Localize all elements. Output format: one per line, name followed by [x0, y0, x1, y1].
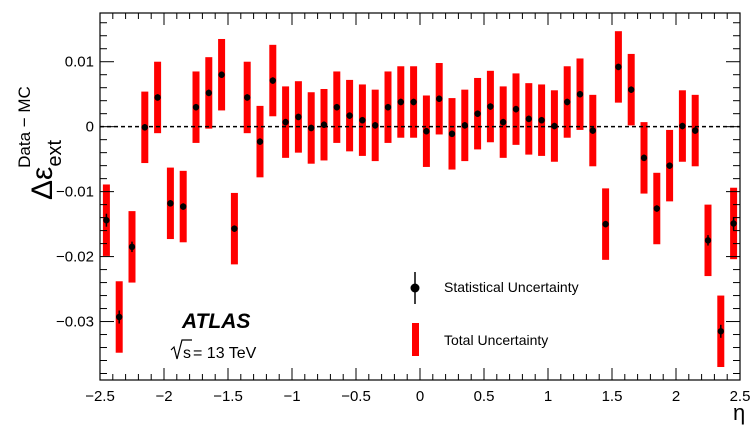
data-point [730, 220, 737, 227]
data-point [231, 225, 238, 232]
energy-label: s = 13 TeV [170, 339, 257, 362]
data-point [244, 94, 251, 101]
data-point [436, 95, 443, 102]
data-point [256, 138, 264, 145]
data-point [666, 162, 673, 169]
data-point [512, 105, 520, 113]
data-point [141, 124, 148, 131]
data-point [282, 118, 289, 126]
data-point [640, 154, 648, 162]
data-point [423, 128, 430, 135]
data-point [320, 121, 328, 128]
data-point [205, 89, 212, 97]
data-point [295, 113, 302, 121]
data-point [410, 98, 417, 106]
data-point [551, 122, 558, 130]
data-point [576, 90, 584, 98]
data-point [116, 313, 123, 321]
data-point [461, 122, 468, 129]
data-point [103, 217, 110, 224]
sqrt-symbol [170, 339, 192, 360]
data-point [474, 110, 481, 117]
x-tick-label: 0 [416, 388, 424, 405]
data-point [628, 86, 635, 93]
data-point [602, 220, 609, 228]
data-point [333, 103, 340, 111]
y-tick-label: −0.02 [56, 249, 94, 266]
data-point [564, 98, 571, 106]
axes [99, 12, 741, 381]
data-point [128, 243, 136, 251]
y-tick-label: 0.01 [65, 54, 94, 71]
data-point [448, 130, 456, 138]
energy-label-value: = 13 TeV [193, 345, 257, 362]
x-tick-label: −2.5 [85, 388, 115, 405]
energy-label-s: s [183, 345, 191, 362]
legend-label-statistical: Statistical Uncertainty [444, 279, 579, 295]
x-tick-label: 1 [544, 388, 552, 405]
y-axis-label: Δεext Data − MC [15, 86, 66, 200]
y-tick-label: 0 [86, 119, 94, 136]
data-point [589, 127, 596, 134]
data-point [525, 115, 532, 123]
data-point [359, 116, 366, 124]
svg-text:ΔεextData − MC: Δεext Data − MC [15, 86, 66, 200]
data-point [269, 77, 276, 84]
x-tick-label: −1.5 [213, 388, 243, 405]
data-point [192, 103, 200, 111]
atlas-label: ATLAS [181, 310, 250, 333]
data-point [615, 63, 622, 71]
x-tick-label: 2.5 [730, 388, 751, 405]
legend-marker-statistical [410, 272, 420, 304]
data-point [679, 122, 686, 130]
data-point [397, 98, 404, 106]
data-point [372, 122, 379, 129]
data-point [487, 103, 494, 110]
data-point [308, 124, 315, 132]
x-tick-label: 2 [672, 388, 680, 405]
data-point [653, 205, 660, 212]
x-tick-label: −0.5 [341, 388, 371, 405]
data-point [346, 112, 353, 119]
tick-labels: −2.5 −2 −1.5 −1 −0.5 0 0.5 1 1.5 2 2.5 0.01 0 −0.01 −0… [56, 54, 750, 405]
y-tick-label: −0.03 [56, 314, 94, 331]
data-point [218, 71, 225, 78]
data-point [180, 203, 187, 210]
data-point [717, 328, 724, 335]
data-point [384, 103, 392, 111]
y-tick-label: −0.01 [56, 184, 94, 201]
x-axis-label: η [733, 400, 745, 425]
x-tick-label: −1 [283, 388, 300, 405]
legend-label-total: Total Uncertainty [444, 332, 548, 348]
data-point [167, 200, 174, 207]
data-point [704, 237, 712, 244]
data-point [154, 94, 161, 101]
data-point [692, 127, 699, 134]
legend: Statistical Uncertainty Total Uncertaint… [410, 272, 579, 356]
y-axis-label-main: Δε [26, 167, 59, 200]
x-tick-label: −2 [155, 388, 172, 405]
x-tick-label: 0.5 [474, 388, 495, 405]
y-axis-label-sup: Data − MC [15, 86, 34, 168]
x-tick-label: 1.5 [602, 388, 623, 405]
legend-marker-total [412, 323, 419, 356]
data-points [103, 63, 737, 338]
data-point [500, 118, 507, 126]
y-axis-label-sub: ext [44, 139, 66, 166]
data-point [538, 116, 545, 124]
